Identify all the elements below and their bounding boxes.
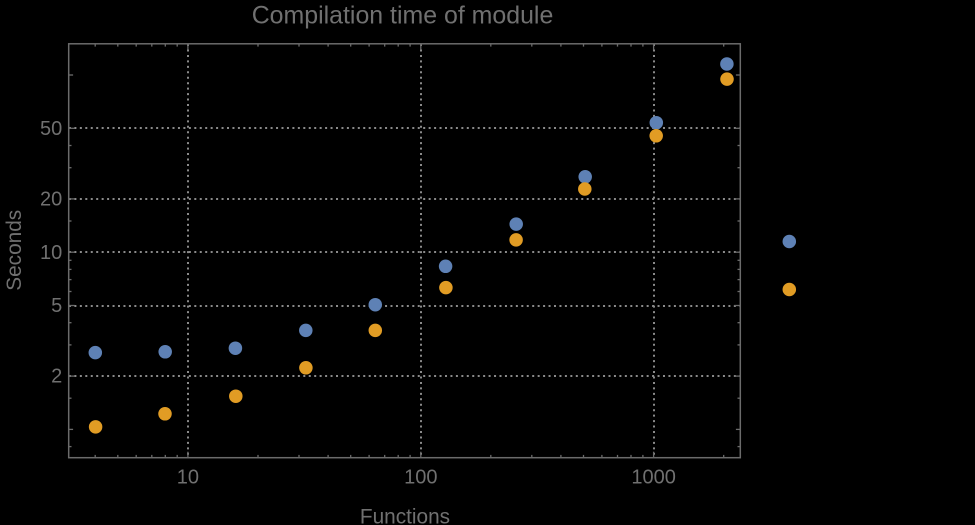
svg-text:10: 10: [40, 242, 62, 264]
svg-text:100: 100: [404, 466, 437, 488]
svg-text:Compilation time of module: Compilation time of module: [252, 2, 554, 30]
svg-text:50: 50: [40, 118, 62, 140]
svg-text:Seconds: Seconds: [3, 210, 26, 291]
svg-text:5: 5: [51, 295, 62, 317]
svg-text:Functions: Functions: [360, 505, 450, 525]
svg-text:10: 10: [177, 466, 199, 488]
svg-text:2: 2: [51, 366, 62, 388]
svg-text:20: 20: [40, 189, 62, 211]
svg-text:1000: 1000: [631, 466, 676, 488]
